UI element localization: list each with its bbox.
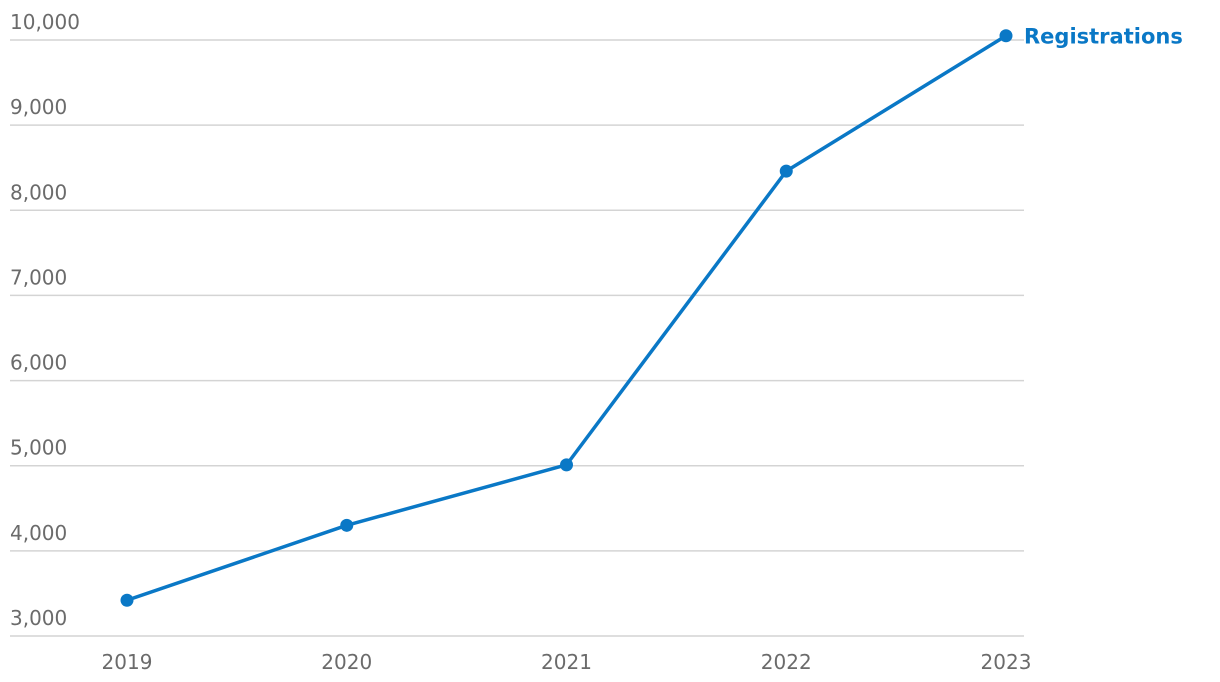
y-tick-label: 4,000 [10, 521, 67, 545]
data-point [999, 29, 1013, 43]
y-tick-label: 9,000 [10, 95, 67, 119]
x-tick-label: 2022 [761, 650, 812, 674]
data-point [779, 164, 793, 178]
x-tick-label: 2023 [981, 650, 1032, 674]
x-tick-label: 2021 [541, 650, 592, 674]
y-tick-label: 10,000 [10, 10, 80, 34]
data-point [120, 593, 134, 607]
y-tick-label: 8,000 [10, 180, 67, 204]
x-tick-label: 2020 [321, 650, 372, 674]
data-point [560, 458, 573, 472]
y-tick-label: 7,000 [10, 265, 67, 289]
x-tick-label: 2019 [102, 650, 153, 674]
series-line [126, 34, 1007, 602]
y-tick-label: 6,000 [10, 351, 67, 375]
y-tick-label: 3,000 [10, 606, 67, 630]
data-point [340, 518, 354, 532]
y-tick-label: 5,000 [10, 436, 67, 460]
series-label: Registrations [1024, 25, 1183, 49]
